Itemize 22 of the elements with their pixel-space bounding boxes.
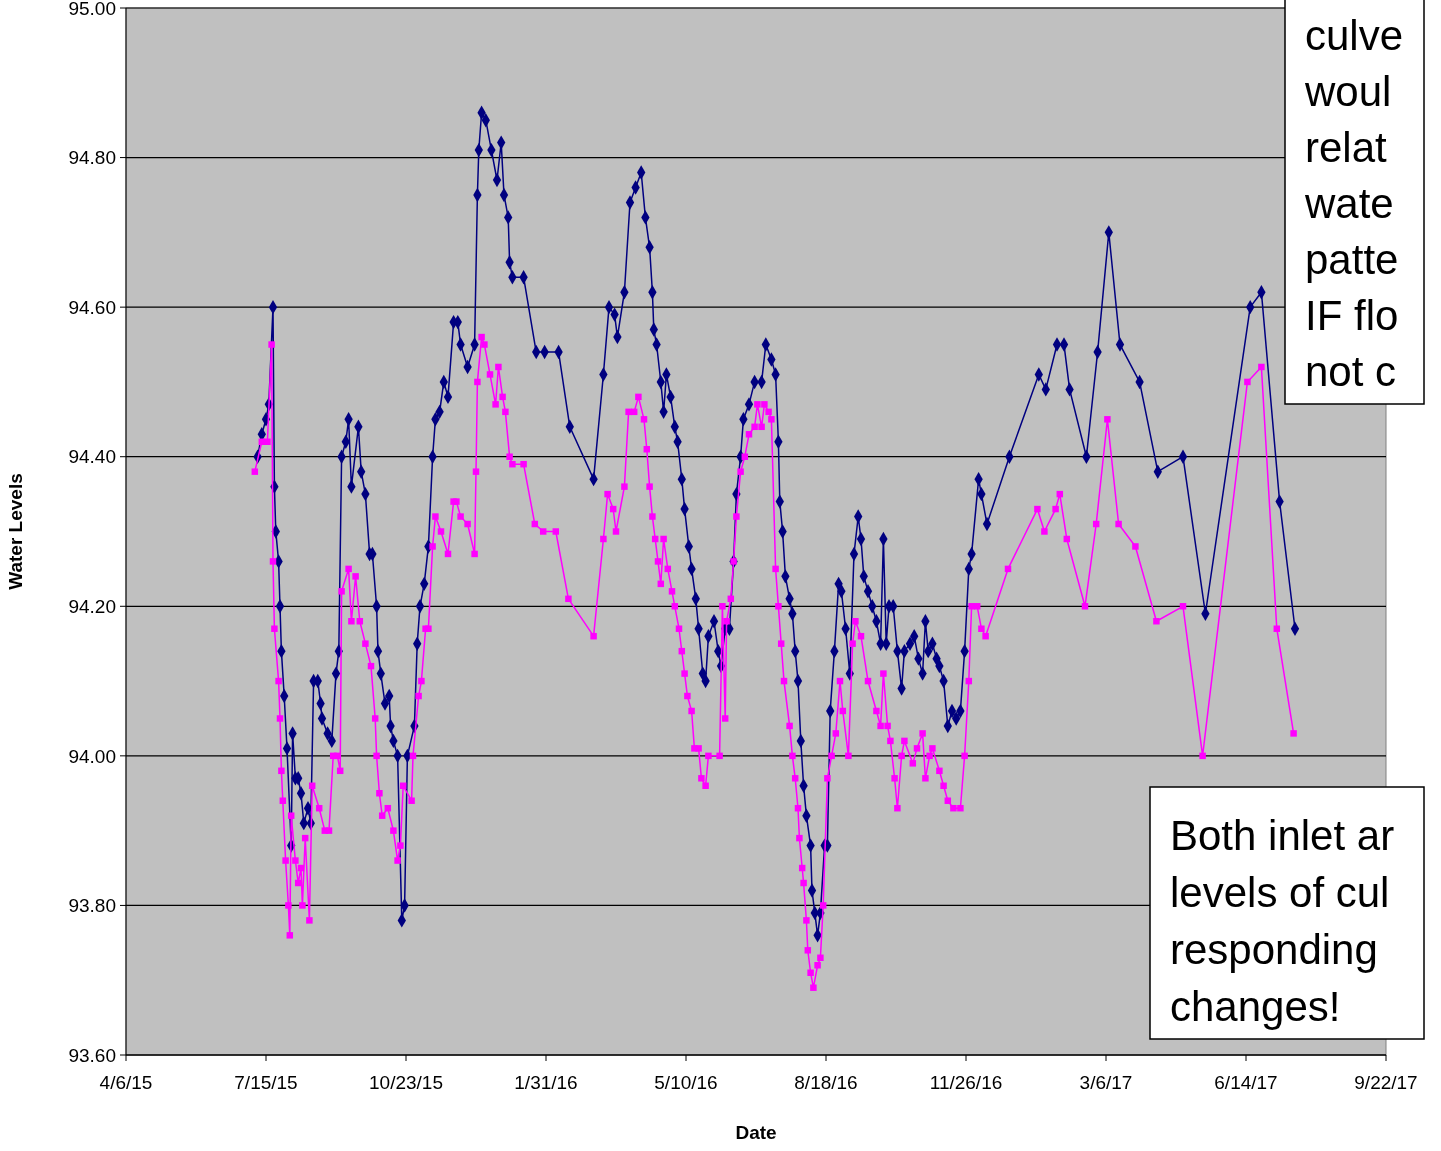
x-tick-label: 7/15/15: [234, 1072, 298, 1093]
x-tick-label: 6/14/17: [1214, 1072, 1278, 1093]
y-tick-label: 93.80: [68, 895, 116, 917]
y-axis-title: Water Levels: [5, 473, 26, 590]
x-tick-label: 11/26/16: [929, 1072, 1003, 1093]
y-tick-label: 94.60: [68, 296, 116, 318]
y-tick-label: 95.00: [68, 0, 116, 19]
x-axis-title: Date: [735, 1122, 777, 1143]
x-tick-label: 4/6/15: [99, 1072, 153, 1093]
x-tick-label: 1/31/16: [514, 1072, 578, 1093]
x-tick-label: 10/23/15: [369, 1072, 443, 1093]
x-tick-label: 5/10/16: [654, 1072, 718, 1093]
x-tick-label: 8/18/16: [794, 1072, 858, 1093]
annotation: Both inlet ar levels of cul responding changes!: [1170, 812, 1395, 1030]
y-tick-label: 94.20: [68, 595, 116, 617]
y-tick-label: 94.80: [68, 147, 116, 169]
y-tick-label: 94.40: [68, 446, 116, 468]
x-tick-label: 3/6/17: [1079, 1072, 1133, 1093]
y-tick-label: 94.00: [68, 745, 116, 767]
x-tick-label: 9/22/17: [1354, 1072, 1418, 1093]
y-tick-label: 93.60: [68, 1044, 116, 1066]
annotation: culve woul relat wate patte IF flo not c: [1304, 12, 1404, 395]
